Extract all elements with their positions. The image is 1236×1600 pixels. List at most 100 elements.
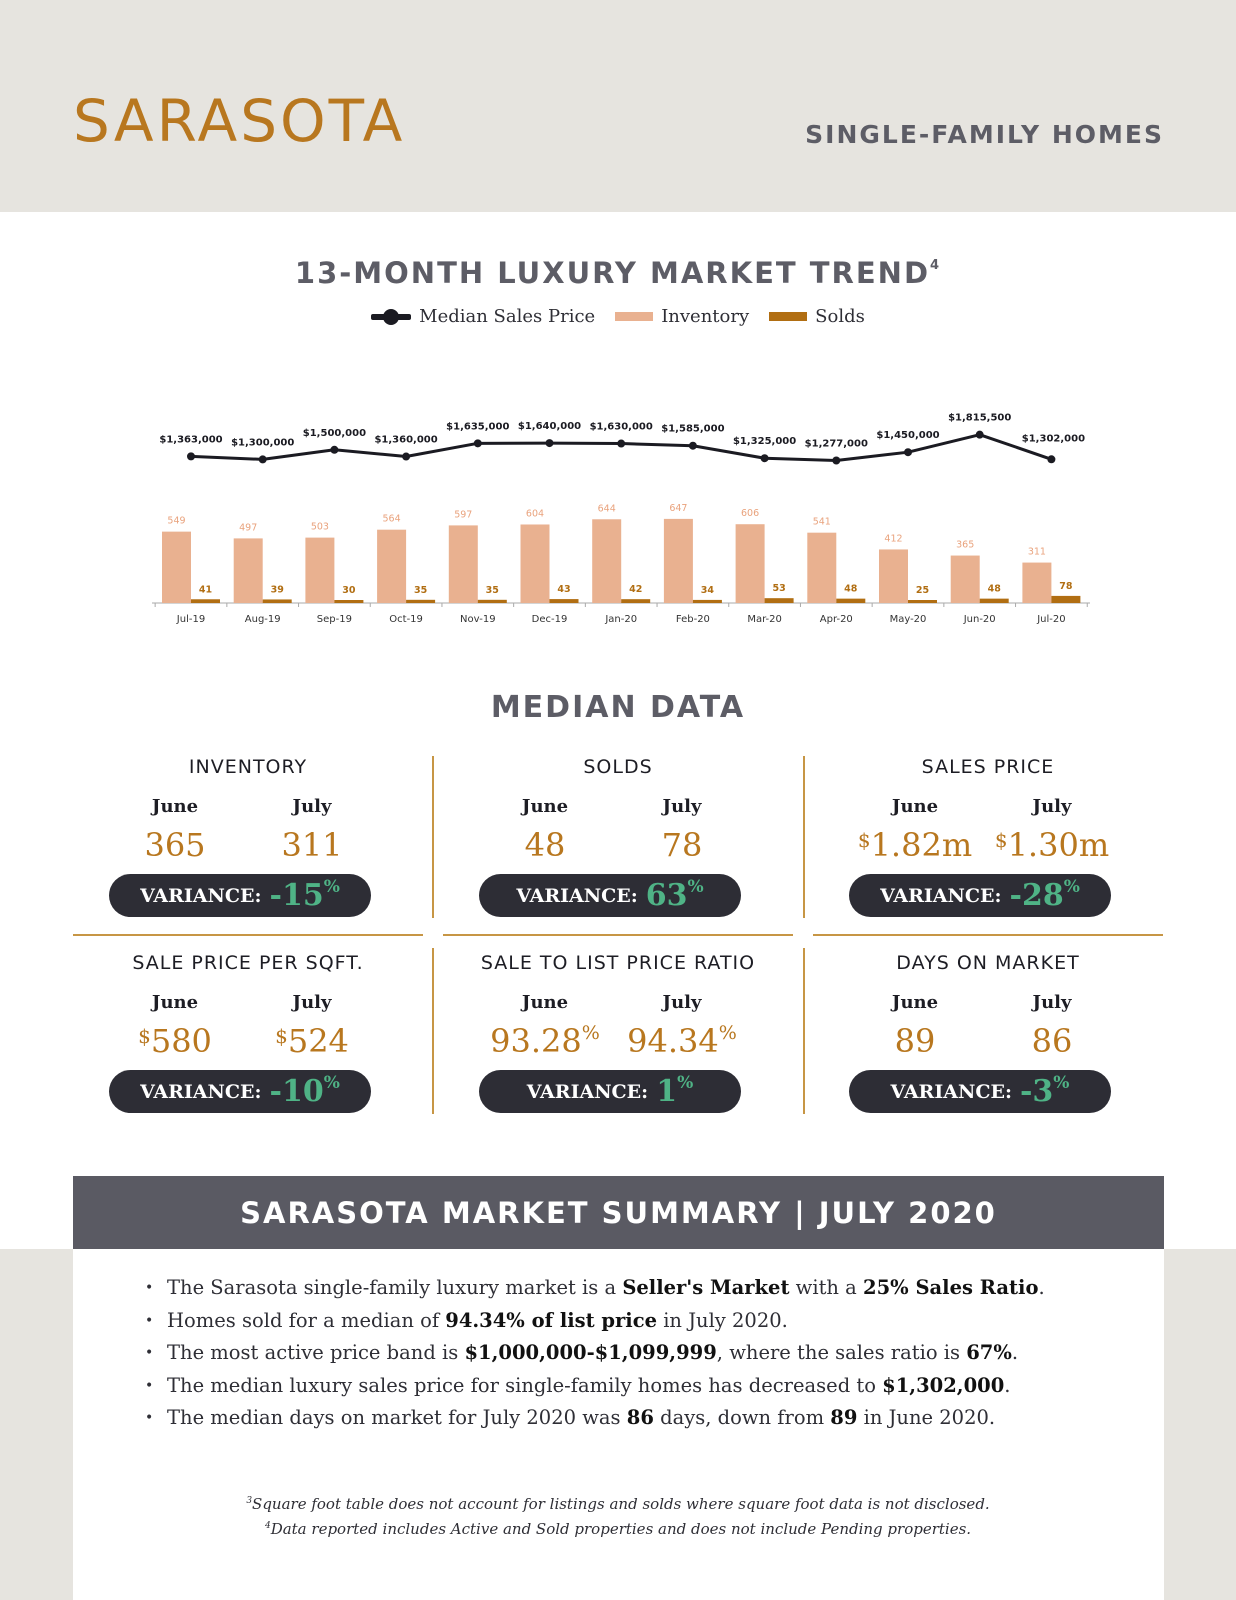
inventory-bar [950,555,980,603]
median-price-data-label: $1,585,000 [661,424,724,435]
inventory-data-label: 604 [526,508,544,519]
variance-label: VARIANCE: [140,884,262,907]
legend-swatch-solds [769,312,808,321]
x-tick-label: Oct-19 [389,614,423,625]
x-tick-label: Mar-20 [747,614,782,625]
variance-pill: VARIANCE: -3% [849,1070,1111,1113]
median-price-point [187,452,195,461]
inventory-data-label: 541 [813,517,831,528]
value-number: 93.28 [490,1022,582,1060]
bullet-text: . [1038,1276,1045,1299]
month-label-june: June [521,992,569,1013]
footnote-4: 4Data reported includes Active and Sold … [0,1515,1236,1540]
variance-pill: VARIANCE: -28% [849,874,1111,917]
metric-card: SALE TO LIST PRICE RATIO June July 93.28% 94… [433,952,803,1132]
metric-card: SALE PRICE PER SQFT. June July $580 $524 VARI… [63,952,433,1132]
bullet-strong: $1,000,000-$1,099,999 [464,1341,717,1364]
metric-title: SALE PRICE PER SQFT. [132,952,364,974]
chart-legend: Median Sales Price Inventory Solds [0,306,1236,327]
value-number: 89 [894,1022,936,1060]
median-price-data-label: $1,630,000 [590,422,653,433]
legend-label-solds: Solds [815,306,865,327]
bullet-text: , where the sales ratio is [716,1341,967,1364]
median-price-point [1047,455,1056,464]
metric-value-july: 311 [232,826,392,864]
summary-bullet: The median luxury sales price for single… [145,1370,1155,1403]
inventory-data-label: 644 [598,503,616,514]
city-title: SARASOTA [73,87,406,155]
variance-pill: VARIANCE: -10% [109,1070,371,1113]
median-price-point [402,452,411,461]
metric-title: DAYS ON MARKET [896,952,1080,974]
bullet-text: in July 2020. [657,1308,788,1332]
x-tick-label: Nov-19 [460,614,496,625]
bullet-text: . [1011,1341,1019,1364]
inventory-bar [233,538,263,603]
metric-value-june: $1.82m [835,826,995,864]
inventory-data-label: 497 [239,522,257,533]
inventory-bar [305,537,335,603]
variance-value: 63% [645,877,704,913]
variance-label: VARIANCE: [526,1080,649,1103]
variance-number: 1 [656,1073,678,1109]
solds-bar [262,599,292,603]
solds-data-label: 39 [271,584,284,595]
inventory-data-label: 549 [167,516,185,527]
solds-data-label: 25 [916,585,929,596]
inventory-bar [735,524,765,603]
inventory-data-label: 647 [669,503,687,514]
median-price-point [832,456,841,465]
variance-value: -3% [1020,1074,1069,1107]
row-divider [73,934,423,936]
bullet-strong: 25% Sales Ratio [863,1276,1039,1299]
solds-data-label: 78 [1059,581,1073,592]
inventory-data-label: 365 [956,540,974,551]
inventory-bar [162,531,191,603]
bullet-text: The median luxury sales price for single… [167,1373,883,1397]
month-label-july: July [662,796,702,817]
variance-percent: % [323,1072,340,1093]
inventory-bar [663,518,693,603]
property-type-title: SINGLE-FAMILY HOMES [805,120,1164,149]
bullet-text: with a [789,1276,863,1299]
value-prefix: $ [857,828,871,852]
solds-data-label: 41 [199,584,212,595]
bullet-strong: 89 [830,1406,858,1429]
x-tick-label: Jul-20 [1036,614,1065,625]
metric-card: DAYS ON MARKET June July 89 86 VARIANCE: -3% [803,952,1173,1132]
median-price-point [473,439,482,448]
median-data-title: MEDIAN DATA [490,690,746,725]
summary-header-bar: SARASOTA MARKET SUMMARY | JULY 2020 [73,1176,1164,1249]
median-price-data-label: $1,450,000 [876,430,939,441]
inventory-data-label: 564 [383,514,401,525]
footnote-mark: 3 [246,1496,253,1506]
solds-data-label: 30 [342,585,356,596]
footnote-3: 3Square foot table does not account for … [0,1490,1236,1515]
value-number: 311 [281,826,343,864]
variance-pill: VARIANCE: -15% [109,874,371,917]
solds-bar [191,599,220,603]
x-tick-label: Jun-20 [963,614,996,625]
x-tick-label: Jul-19 [176,614,205,625]
footnote-text: Square foot table does not account for l… [252,1495,990,1513]
solds-bar [621,599,651,603]
median-price-data-label: $1,302,000 [1022,433,1085,444]
x-tick-label: Apr-20 [820,614,853,625]
variance-number: -15 [269,877,324,913]
metric-card: SOLDS June July 48 78 VARIANCE: 63% [433,756,803,936]
metric-card: SALES PRICE June July $1.82m $1.30m VARIANCE:… [803,756,1173,936]
variance-number: 63 [645,877,688,913]
inventory-data-label: 503 [311,522,329,533]
variance-percent: % [1053,1072,1070,1093]
metric-value-july: 86 [972,1022,1132,1060]
inventory-bar [377,529,407,603]
summary-list: The Sarasota single-family luxury market… [145,1272,1155,1435]
value-number: 78 [661,826,703,864]
median-price-data-label: $1,325,000 [733,436,796,447]
metric-value-june: 89 [835,1022,995,1060]
variance-label: VARIANCE: [140,1080,262,1103]
month-label-june: June [891,796,939,817]
footnote-text: Data reported includes Active and Sold p… [270,1520,972,1538]
value-prefix: $ [138,1024,151,1048]
metric-value-june: $580 [95,1022,255,1060]
